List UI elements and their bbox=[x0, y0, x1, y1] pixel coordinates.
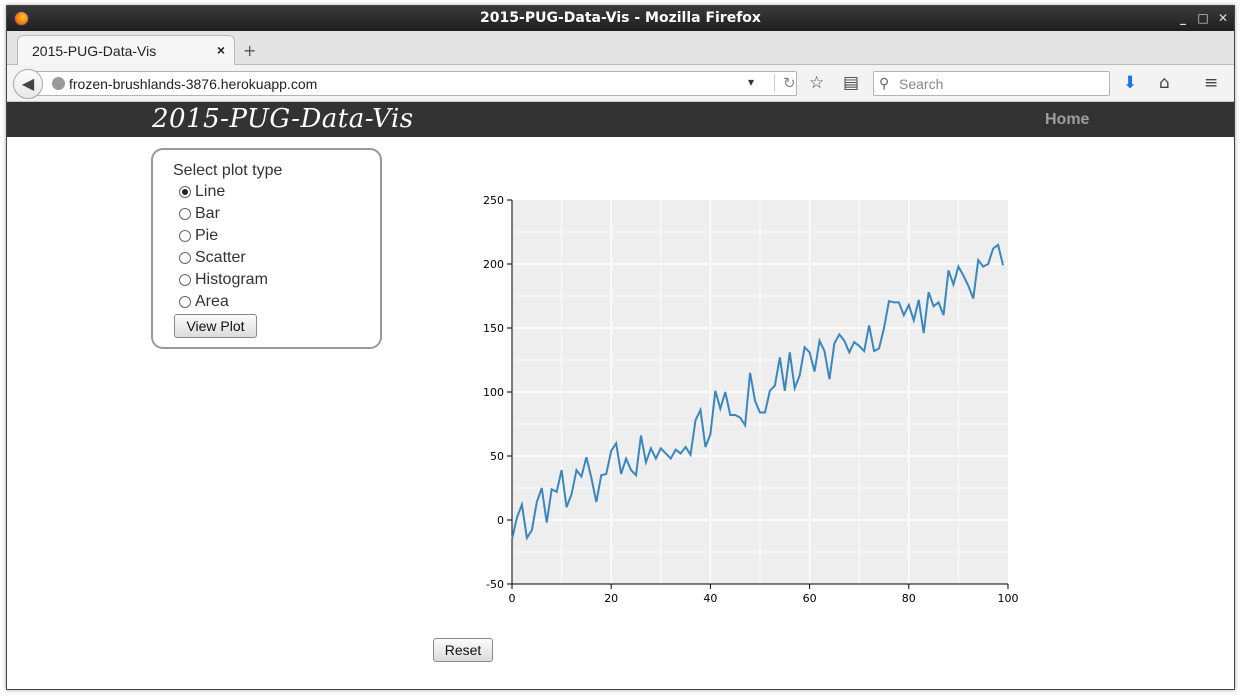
browser-window: 2015-PUG-Data-Vis - Mozilla Firefox _ □ … bbox=[6, 5, 1235, 690]
option-label: Area bbox=[195, 293, 229, 310]
minimize-icon[interactable]: _ bbox=[1180, 11, 1186, 25]
radio-pie[interactable] bbox=[179, 230, 191, 242]
tab-strip: 2015-PUG-Data-Vis × + bbox=[7, 31, 1234, 66]
menu-icon[interactable]: ≡ bbox=[1204, 73, 1219, 93]
x-tick-label: 40 bbox=[703, 592, 717, 605]
y-tick-label: 250 bbox=[483, 194, 504, 207]
site-navbar: 2015-PUG-Data-Vis Home bbox=[7, 102, 1234, 137]
page-content: 2015-PUG-Data-Vis Home Select plot type … bbox=[7, 102, 1234, 689]
reset-button[interactable]: Reset bbox=[433, 638, 493, 662]
view-plot-button[interactable]: View Plot bbox=[174, 314, 257, 338]
y-tick-label: 50 bbox=[490, 450, 504, 463]
firefox-logo-icon bbox=[14, 11, 29, 26]
tab-close-icon[interactable]: × bbox=[216, 42, 225, 58]
selector-title: Select plot type bbox=[173, 162, 283, 179]
close-window-icon[interactable]: ✕ bbox=[1217, 11, 1229, 25]
radio-histogram[interactable] bbox=[179, 274, 191, 286]
search-bar[interactable]: ⚲ Search bbox=[873, 71, 1110, 96]
radio-bar[interactable] bbox=[179, 208, 191, 220]
reading-list-icon[interactable]: ▤ bbox=[843, 73, 860, 93]
site-brand[interactable]: 2015-PUG-Data-Vis bbox=[152, 104, 414, 134]
url-bar[interactable]: frozen-brushlands-3876.herokuapp.com ▾ ↻ bbox=[31, 71, 797, 96]
radio-scatter[interactable] bbox=[179, 252, 191, 264]
y-tick-label: 150 bbox=[483, 322, 504, 335]
x-tick-label: 20 bbox=[604, 592, 618, 605]
tab-active[interactable]: 2015-PUG-Data-Vis × bbox=[17, 35, 235, 66]
radio-area[interactable] bbox=[179, 296, 191, 308]
home-icon[interactable]: ⌂ bbox=[1159, 73, 1170, 93]
window-titlebar: 2015-PUG-Data-Vis - Mozilla Firefox _ □ … bbox=[7, 6, 1234, 31]
url-text: frozen-brushlands-3876.herokuapp.com bbox=[69, 76, 318, 92]
tab-label: 2015-PUG-Data-Vis bbox=[32, 43, 157, 59]
reload-icon[interactable]: ↻ bbox=[774, 74, 796, 92]
x-tick-label: 60 bbox=[803, 592, 817, 605]
plot-type-selector: Select plot type Line Bar Pie Scatter Hi… bbox=[151, 148, 382, 349]
option-label: Pie bbox=[195, 227, 219, 244]
back-button[interactable]: ◀ bbox=[13, 69, 43, 99]
y-tick-label: 200 bbox=[483, 258, 504, 271]
y-tick-label: -50 bbox=[486, 578, 504, 591]
line-chart: -50 0 50 100 150 200 250 0 20 40 60 80 100 bbox=[483, 194, 1019, 605]
x-tick-label: 100 bbox=[998, 592, 1019, 605]
maximize-icon[interactable]: □ bbox=[1197, 11, 1209, 25]
option-label: Scatter bbox=[195, 249, 246, 266]
search-placeholder: Search bbox=[899, 76, 944, 92]
search-icon: ⚲ bbox=[879, 75, 890, 91]
x-tick-label: 0 bbox=[509, 592, 516, 605]
back-arrow-icon: ◀ bbox=[21, 74, 35, 93]
option-label: Histogram bbox=[195, 271, 268, 288]
download-icon[interactable]: ⬇ bbox=[1123, 73, 1138, 93]
y-tick-label: 100 bbox=[483, 386, 504, 399]
x-tick-label: 80 bbox=[902, 592, 916, 605]
url-dropdown-icon[interactable]: ▾ bbox=[748, 75, 755, 89]
window-title: 2015-PUG-Data-Vis - Mozilla Firefox bbox=[480, 10, 761, 26]
y-tick-label: 0 bbox=[497, 514, 504, 527]
new-tab-icon[interactable]: + bbox=[243, 41, 257, 60]
option-label: Bar bbox=[195, 205, 220, 222]
home-link[interactable]: Home bbox=[1045, 111, 1090, 128]
series-line bbox=[511, 243, 1005, 541]
globe-icon bbox=[52, 77, 65, 90]
bookmark-star-icon[interactable]: ☆ bbox=[809, 73, 825, 93]
radio-line[interactable] bbox=[179, 186, 191, 198]
option-label: Line bbox=[195, 183, 226, 200]
nav-toolbar: frozen-brushlands-3876.herokuapp.com ▾ ↻… bbox=[7, 65, 1234, 102]
